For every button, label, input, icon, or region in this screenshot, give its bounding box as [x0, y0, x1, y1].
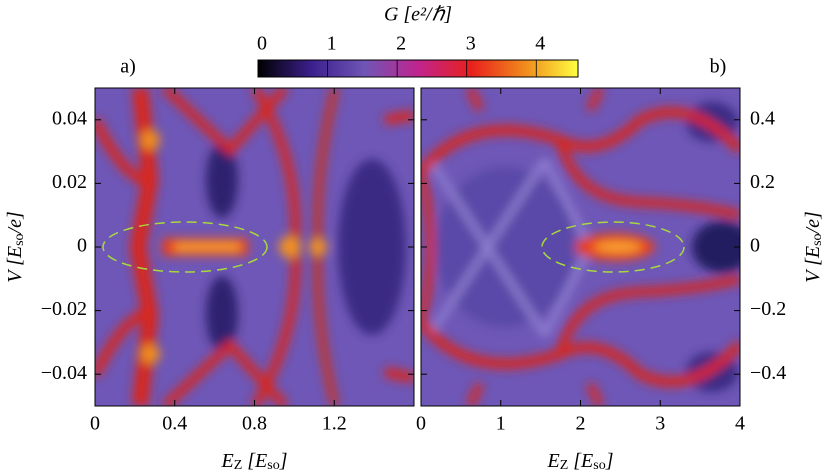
x-tick-label: 1	[496, 413, 506, 435]
high-region	[140, 130, 160, 150]
high-ridge	[95, 117, 152, 378]
label-part: V [E	[4, 246, 26, 283]
y-tick-label: −0.04	[41, 362, 87, 384]
highlight-ellipse	[102, 221, 268, 273]
heatmap-field	[421, 88, 740, 406]
colorbar	[257, 59, 579, 78]
label-part: E	[220, 450, 233, 472]
label-part: E	[546, 450, 559, 472]
low-region	[338, 159, 406, 335]
label-part: ]	[605, 450, 614, 472]
label-part: so	[810, 233, 825, 245]
x-tick-label: 2	[576, 413, 586, 435]
low-region	[206, 142, 238, 218]
label-part: so	[267, 458, 279, 473]
high-region	[279, 236, 301, 258]
low-region	[692, 221, 740, 273]
x-tick-label: 0	[90, 413, 100, 435]
high-ridge	[421, 107, 740, 176]
colorbar-tick-label: 1	[327, 33, 337, 55]
high-ridge	[383, 110, 414, 383]
high-ridge	[421, 171, 435, 323]
x-axis-label: EZ [Eso]	[220, 450, 287, 473]
panel-label: b)	[710, 56, 727, 78]
colorbar-tick-label: 3	[466, 33, 476, 55]
x-axis-label: EZ [Eso]	[546, 450, 613, 473]
x-tick-label: 4	[735, 413, 745, 435]
colorbar-tick-label: 4	[535, 33, 545, 55]
heatmap-a	[95, 88, 414, 406]
high-region	[175, 243, 240, 251]
y-tick-label: 0.2	[750, 171, 775, 193]
low-region	[206, 276, 238, 352]
x-tick-label: 0	[416, 413, 426, 435]
high-region	[594, 241, 642, 253]
low-region	[435, 167, 575, 327]
y-tick-label: 0	[77, 235, 87, 257]
y-tick-label: −0.4	[750, 362, 786, 384]
y-tick-label: 0.04	[52, 107, 87, 129]
label-part: /e]	[4, 211, 26, 234]
y-axis-label: V [Eso/e]	[802, 211, 825, 283]
x-tick-label: 0.8	[242, 413, 267, 435]
panel-label: a)	[120, 56, 136, 78]
label-part: so	[12, 233, 27, 245]
x-tick-label: 1.2	[322, 413, 347, 435]
y-tick-label: 0	[750, 235, 760, 257]
y-tick-label: −0.02	[41, 298, 87, 320]
y-tick-label: −0.2	[750, 298, 786, 320]
high-ridge	[421, 318, 740, 387]
high-region	[140, 344, 160, 364]
high-ridge	[555, 138, 740, 356]
y-axis-label: V [Eso/e]	[4, 211, 27, 283]
label-part: Z	[560, 458, 569, 473]
colorbar-tick-label: 2	[396, 33, 406, 55]
x-tick-label: 0.4	[162, 413, 187, 435]
highlight-ellipse	[541, 221, 685, 273]
label-part: V [E	[802, 246, 824, 283]
label-part: [E	[242, 450, 267, 472]
colorbar-tick-label: 0	[257, 33, 267, 55]
colorbar-label: G [e²/ℏ]	[384, 4, 452, 26]
label-part: Z	[234, 458, 243, 473]
x-tick-label: 3	[655, 413, 665, 435]
high-ridge	[466, 88, 604, 406]
label-part: [E	[568, 450, 593, 472]
high-region	[309, 238, 327, 256]
y-tick-label: 0.4	[750, 107, 775, 129]
label-part: ]	[279, 450, 288, 472]
heatmap-field	[95, 88, 414, 406]
label-part: so	[593, 458, 605, 473]
y-tick-label: 0.02	[52, 171, 87, 193]
heatmap-b	[421, 88, 740, 406]
label-part: /e]	[802, 211, 824, 234]
